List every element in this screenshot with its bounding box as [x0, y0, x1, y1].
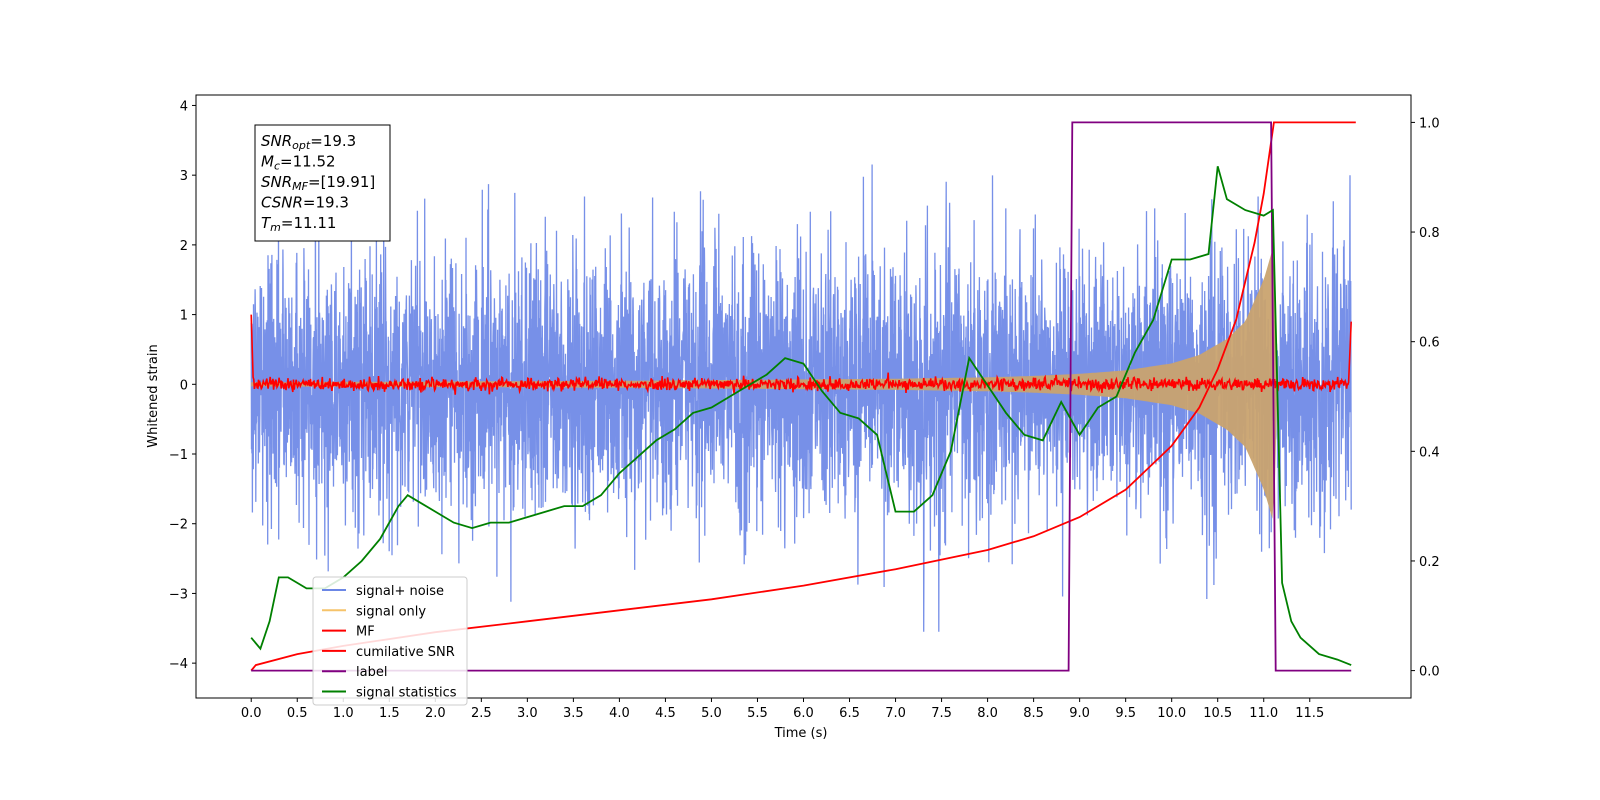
y-tick-label: 0: [180, 378, 188, 393]
x-tick-label: 9.5: [1115, 706, 1136, 721]
x-tick-label: 7.5: [931, 706, 952, 721]
y2-tick-label: 0.2: [1419, 555, 1440, 570]
info-line: CSNR=19.3: [261, 194, 349, 212]
legend-label: MF: [356, 625, 375, 640]
x-tick-label: 4.0: [609, 706, 630, 721]
info-line: Tm=11.11: [261, 214, 336, 234]
x-tick-label: 4.5: [655, 706, 676, 721]
info-line: SNRopt=19.3: [261, 132, 356, 152]
legend-label: signal statistics: [356, 686, 457, 701]
y-tick-label: 1: [180, 309, 188, 324]
y-tick-label: −4: [169, 657, 188, 672]
legend-label: signal only: [356, 604, 426, 619]
x-tick-label: 0.5: [287, 706, 308, 721]
legend: signal+ noise signal only MF cumilative SNR…: [312, 576, 468, 706]
series-mf: [250, 314, 1352, 395]
series-label: [251, 121, 1352, 672]
x-tick-label: 7.0: [885, 706, 906, 721]
y-tick-label: 4: [180, 99, 188, 114]
y-tick-label: 2: [180, 239, 188, 254]
y2-tick-label: 0.6: [1419, 336, 1440, 351]
y-tick-label: −3: [169, 587, 188, 602]
y-axis-label: Whitened strain: [146, 344, 161, 447]
x-tick-label: 9.0: [1069, 706, 1090, 721]
legend-frame: [312, 576, 468, 706]
x-tick-label: 2.5: [471, 706, 492, 721]
legend-label: signal+ noise: [356, 584, 444, 599]
x-tick-label: 11.0: [1249, 706, 1278, 721]
x-tick-label: 3.5: [563, 706, 584, 721]
x-tick-label: 1.0: [333, 706, 354, 721]
x-tick-label: 1.5: [379, 706, 400, 721]
legend-label: cumilative SNR: [356, 645, 455, 660]
legend-label: label: [356, 665, 387, 680]
y2-tick-label: 1.0: [1419, 116, 1440, 131]
y-tick-label: 3: [180, 169, 188, 184]
y2-tick-label: 0.0: [1419, 665, 1440, 680]
info-line: Mc=11.52: [261, 153, 336, 173]
x-tick-label: 8.5: [1023, 706, 1044, 721]
x-tick-label: 5.5: [747, 706, 768, 721]
y2-tick-label: 0.8: [1419, 226, 1440, 241]
y2-tick-label: 0.4: [1419, 445, 1440, 460]
y-tick-label: −1: [169, 448, 188, 463]
y-tick-label: −2: [169, 518, 188, 533]
x-tick-label: 3.0: [517, 706, 538, 721]
x-tick-label: 5.0: [701, 706, 722, 721]
series-signal-noise: [250, 164, 1352, 632]
x-tick-label: 6.5: [839, 706, 860, 721]
info-box-frame: [254, 124, 391, 242]
x-tick-label: 2.0: [425, 706, 446, 721]
y-axis-left: −4 −3 −2 −1 0 1 2 3 4: [169, 99, 196, 672]
x-tick-label: 6.0: [793, 706, 814, 721]
x-tick-label: 10.5: [1203, 706, 1232, 721]
x-tick-label: 10.0: [1157, 706, 1186, 721]
x-tick-label: 0.0: [241, 706, 262, 721]
x-tick-label: 11.5: [1295, 706, 1324, 721]
x-axis: 0.0 0.5 1.0 1.5 2.0 2.5 3.0 3.5 4.0 4.5 5.0 5.5 6.0 6…: [241, 698, 1324, 721]
series-signal-statistics: [250, 166, 1352, 666]
info-line: SNRMF=[19.91]: [261, 173, 375, 193]
info-box: SNRopt=19.3Mc=11.52SNRMF=[19.91]CSNR=19.…: [254, 124, 391, 242]
y-axis-right: 0.0 0.2 0.4 0.6 0.8 1.0: [1411, 116, 1440, 680]
x-axis-label: Time (s): [774, 726, 828, 741]
x-tick-label: 8.0: [977, 706, 998, 721]
